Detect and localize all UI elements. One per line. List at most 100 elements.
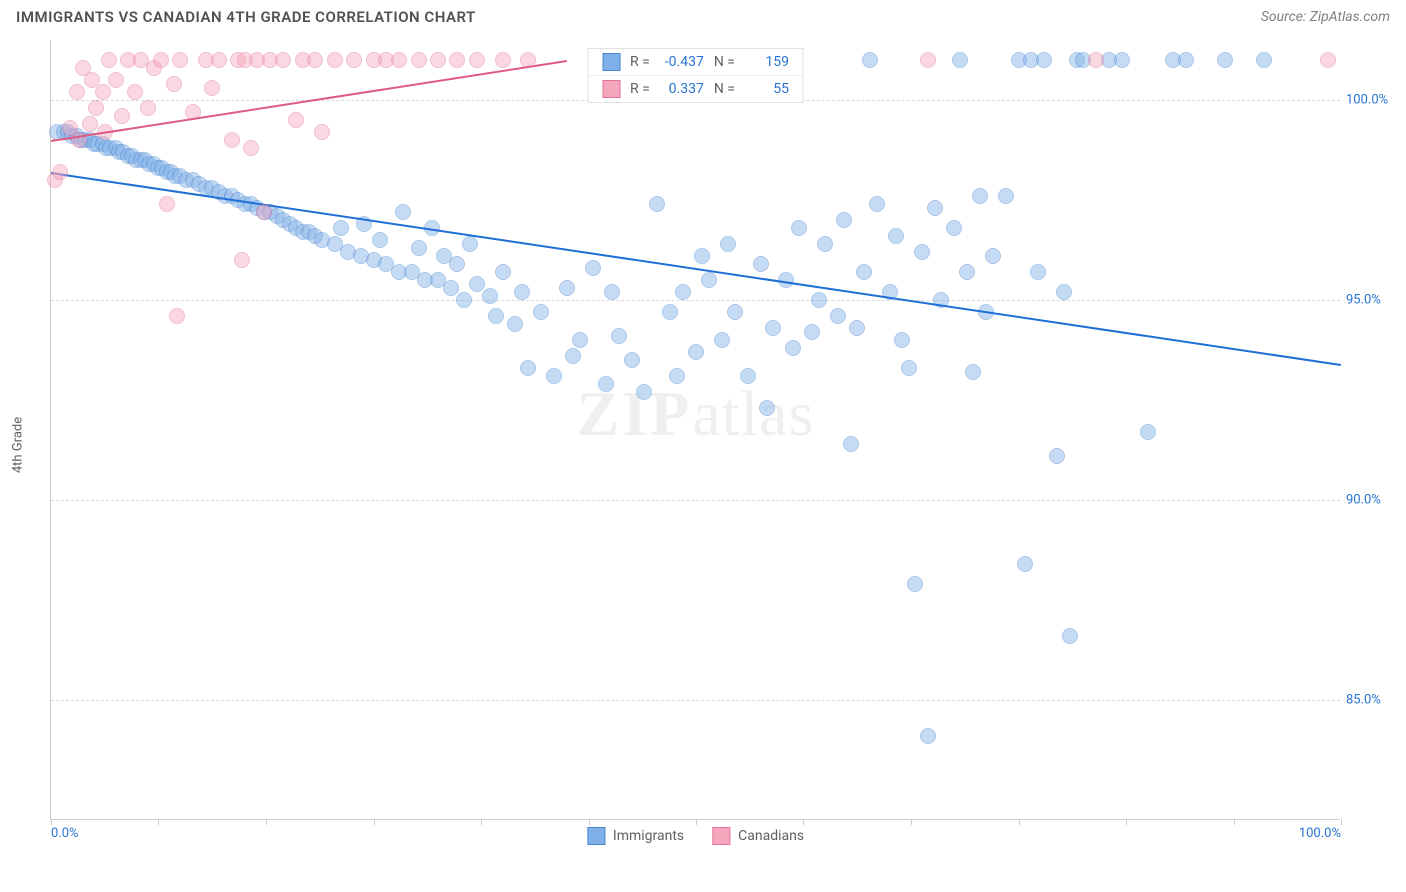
data-point (449, 256, 465, 272)
legend-swatch (712, 827, 730, 845)
x-tick-mark (266, 819, 267, 825)
data-point (572, 332, 588, 348)
data-point (495, 264, 511, 280)
data-point (533, 304, 549, 320)
legend-item: Immigrants (587, 827, 684, 845)
legend-item: Canadians (712, 827, 804, 845)
source-label: Source: ZipAtlas.com (1261, 9, 1390, 25)
data-point (869, 196, 885, 212)
y-tick-label: 85.0% (1346, 693, 1398, 708)
data-point (114, 108, 130, 124)
data-point (243, 140, 259, 156)
data-point (159, 196, 175, 212)
y-tick-label: 95.0% (1346, 293, 1398, 308)
legend-swatch (602, 53, 620, 71)
data-point (495, 52, 511, 68)
x-tick-label: 100.0% (1299, 826, 1341, 841)
data-point (153, 52, 169, 68)
x-tick-mark (1126, 819, 1127, 825)
data-point (636, 384, 652, 400)
data-point (140, 100, 156, 116)
legend-n-label: N = (714, 81, 735, 97)
legend-r-label: R = (630, 54, 650, 70)
x-tick-mark (1019, 819, 1020, 825)
data-point (333, 220, 349, 236)
data-point (391, 52, 407, 68)
data-point (811, 292, 827, 308)
x-tick-mark (51, 819, 52, 825)
chart-container: 4th Grade ZIPatlas R =-0.437N =159R =0.3… (0, 30, 1406, 860)
grid-line (51, 700, 1340, 701)
data-point (920, 52, 936, 68)
data-point (395, 204, 411, 220)
data-point (927, 200, 943, 216)
y-tick-label: 90.0% (1346, 493, 1398, 508)
legend-r-label: R = (630, 81, 650, 97)
data-point (1217, 52, 1233, 68)
data-point (688, 344, 704, 360)
data-point (694, 248, 710, 264)
legend-label: Immigrants (613, 828, 684, 844)
trend-line (51, 60, 567, 142)
data-point (166, 76, 182, 92)
data-point (959, 264, 975, 280)
x-tick-mark (481, 819, 482, 825)
y-tick-label: 100.0% (1346, 93, 1398, 108)
x-tick-mark (803, 819, 804, 825)
data-point (307, 52, 323, 68)
data-point (234, 252, 250, 268)
data-point (346, 52, 362, 68)
data-point (69, 84, 85, 100)
data-point (95, 84, 111, 100)
data-point (901, 360, 917, 376)
data-point (520, 360, 536, 376)
data-point (443, 280, 459, 296)
data-point (52, 164, 68, 180)
data-point (720, 236, 736, 252)
x-tick-label: 0.0% (51, 826, 79, 841)
data-point (791, 220, 807, 236)
data-point (624, 352, 640, 368)
data-point (894, 332, 910, 348)
data-point (604, 284, 620, 300)
data-point (849, 320, 865, 336)
data-point (275, 52, 291, 68)
data-point (172, 52, 188, 68)
trend-line (51, 172, 1341, 366)
data-point (411, 240, 427, 256)
data-point (288, 112, 304, 128)
legend-row: R =0.337N =55 (588, 75, 803, 102)
data-point (662, 304, 678, 320)
data-point (965, 364, 981, 380)
data-point (1062, 628, 1078, 644)
data-point (488, 308, 504, 324)
data-point (817, 236, 833, 252)
data-point (714, 332, 730, 348)
data-point (372, 232, 388, 248)
data-point (327, 52, 343, 68)
legend-swatch (602, 80, 620, 98)
data-point (1256, 52, 1272, 68)
data-point (1056, 284, 1072, 300)
data-point (888, 228, 904, 244)
data-point (88, 100, 104, 116)
data-point (952, 52, 968, 68)
grid-line (51, 300, 1340, 301)
data-point (765, 320, 781, 336)
data-point (675, 284, 691, 300)
data-point (649, 196, 665, 212)
data-point (585, 260, 601, 276)
x-tick-mark (696, 819, 697, 825)
x-tick-mark (158, 819, 159, 825)
data-point (411, 52, 427, 68)
data-point (82, 116, 98, 132)
legend-r-value: 0.337 (660, 81, 704, 97)
data-point (224, 132, 240, 148)
data-point (108, 72, 124, 88)
x-tick-mark (1234, 819, 1235, 825)
data-point (914, 244, 930, 260)
data-point (482, 288, 498, 304)
x-tick-mark (1341, 819, 1342, 825)
data-point (559, 280, 575, 296)
data-point (204, 80, 220, 96)
